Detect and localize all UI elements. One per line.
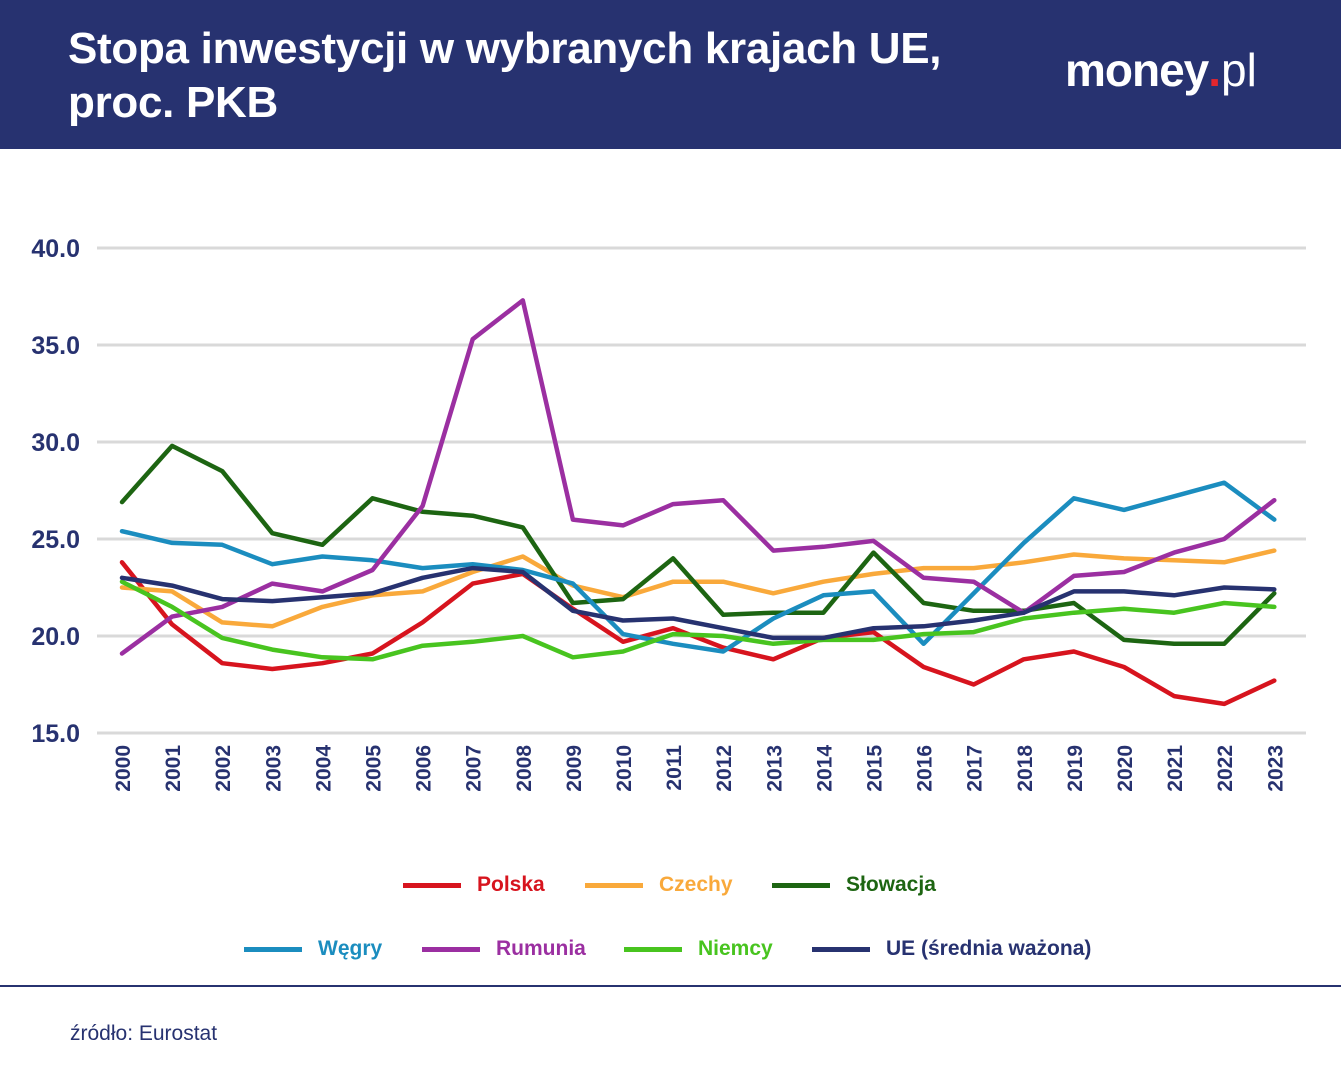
y-tick-label: 20.0 xyxy=(31,623,80,651)
legend-item: Niemcy xyxy=(624,934,773,964)
title-line-2: proc. PKB xyxy=(68,78,278,127)
legend-item: Węgry xyxy=(244,934,382,964)
logo-tld: pl xyxy=(1221,44,1257,96)
logo-dot: . xyxy=(1208,44,1222,96)
legend-item: Polska xyxy=(403,870,545,900)
series-line-3 xyxy=(119,443,1277,647)
money-pl-logo: money.pl xyxy=(1065,40,1257,100)
legend-label: Czechy xyxy=(659,873,733,896)
legend-label: Niemcy xyxy=(698,937,773,960)
x-tick-label: 2012 xyxy=(713,745,736,792)
legend-swatch xyxy=(244,946,302,952)
legend-swatch xyxy=(403,882,461,888)
legend-item: Słowacja xyxy=(772,870,936,900)
title-line-1: Stopa inwestycji w wybranych krajach UE, xyxy=(68,24,942,73)
series-line-5 xyxy=(119,298,1277,656)
y-tick-label: 35.0 xyxy=(31,332,80,360)
legend-label: Polska xyxy=(477,873,545,896)
legend-label: Słowacja xyxy=(846,873,936,896)
x-tick-label: 2017 xyxy=(964,745,987,792)
x-tick-label: 2011 xyxy=(663,745,686,791)
legend-label: Węgry xyxy=(318,937,383,960)
x-tick-label: 2023 xyxy=(1264,745,1287,792)
footer-divider xyxy=(0,985,1341,987)
x-tick-label: 2022 xyxy=(1214,745,1237,792)
y-tick-label: 15.0 xyxy=(31,720,80,748)
x-tick-label: 2021 xyxy=(1164,745,1187,792)
x-tick-label: 2008 xyxy=(513,745,536,792)
x-tick-label: 2000 xyxy=(112,745,135,792)
x-tick-label: 2019 xyxy=(1064,745,1087,792)
legend-item: Czechy xyxy=(585,870,733,900)
legend-swatch xyxy=(624,946,682,952)
x-tick-label: 2006 xyxy=(413,745,436,792)
x-axis-ticks: 2000 2001 2002 2003 2004 2005 2006 2007 2008 2009… xyxy=(112,745,1287,792)
legend-label: Rumunia xyxy=(496,937,586,960)
x-tick-label: 2014 xyxy=(813,745,836,792)
legend-item: Rumunia xyxy=(422,934,586,964)
line-chart: 15.020.025.030.035.040.0 2000 2001 2002 200… xyxy=(31,235,1306,792)
series-line-4 xyxy=(119,480,1277,654)
source-note: źródło: Eurostat xyxy=(70,1022,218,1045)
y-axis-ticks: 15.0 20.0 25.0 30.0 35.0 40.0 xyxy=(31,235,80,748)
grid-lines xyxy=(97,246,1306,735)
x-tick-label: 2010 xyxy=(613,745,636,792)
x-tick-label: 2005 xyxy=(363,745,386,792)
header-banner: Stopa inwestycji w wybranych krajach UE,… xyxy=(0,0,1341,149)
x-tick-label: 2003 xyxy=(262,745,285,792)
series-line-1 xyxy=(119,560,1277,707)
x-tick-label: 2015 xyxy=(864,745,887,792)
legend-swatch xyxy=(772,882,830,888)
y-tick-label: 40.0 xyxy=(31,235,80,263)
x-tick-label: 2009 xyxy=(563,745,586,792)
x-tick-label: 2001 xyxy=(162,745,185,792)
page-title: Stopa inwestycji w wybranych krajach UE,… xyxy=(68,22,1028,130)
legend-item: UE (średnia ważona) xyxy=(812,934,1091,964)
x-tick-label: 2020 xyxy=(1114,745,1137,792)
series-lines xyxy=(119,298,1277,707)
x-tick-label: 2007 xyxy=(463,745,486,792)
x-tick-label: 2013 xyxy=(763,745,786,792)
x-tick-label: 2004 xyxy=(312,745,335,792)
x-tick-label: 2016 xyxy=(914,745,937,792)
legend-label: UE (średnia ważona) xyxy=(886,937,1092,960)
x-tick-label: 2018 xyxy=(1014,745,1037,792)
series-line-7 xyxy=(119,565,1277,641)
y-tick-label: 25.0 xyxy=(31,526,80,554)
series-line-2 xyxy=(119,548,1277,629)
y-tick-label: 30.0 xyxy=(31,429,80,457)
logo-brand: money xyxy=(1065,44,1209,96)
legend-swatch xyxy=(422,946,480,952)
series-line-6 xyxy=(119,579,1277,662)
x-tick-label: 2002 xyxy=(212,745,235,792)
legend-swatch xyxy=(585,882,643,888)
legend-swatch xyxy=(812,946,870,952)
